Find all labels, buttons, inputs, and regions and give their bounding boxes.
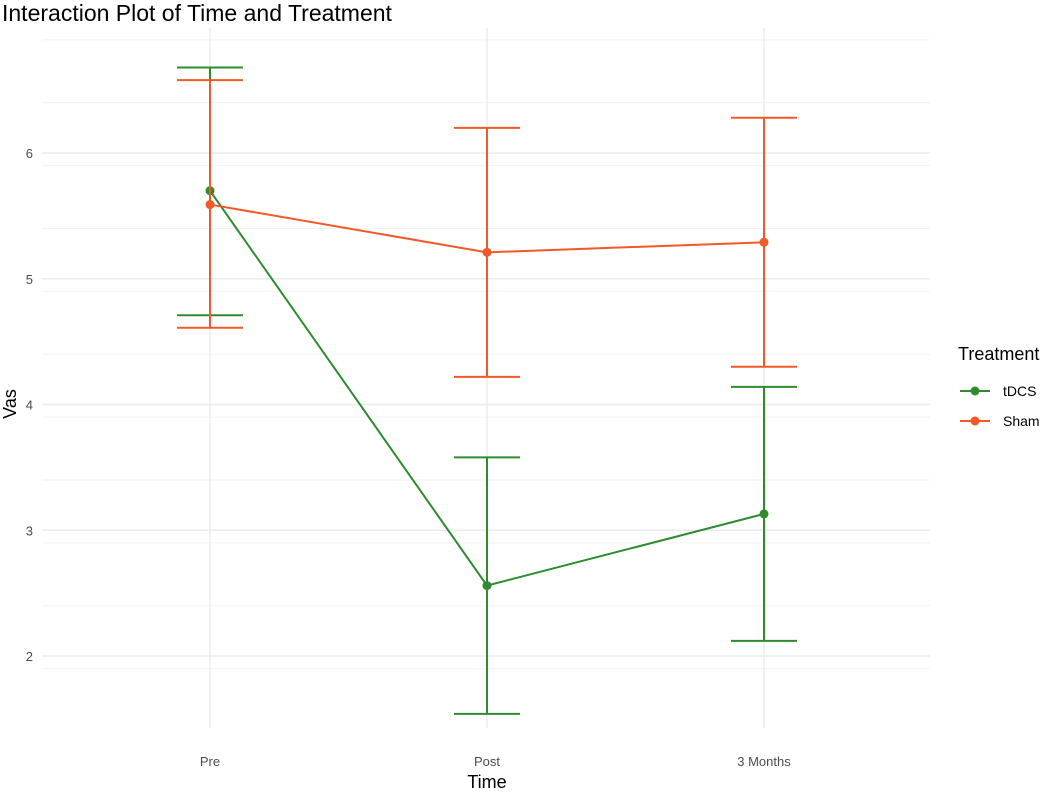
series-sham	[177, 79, 797, 378]
data-point	[482, 581, 492, 591]
y-tick-label: 6	[26, 146, 33, 161]
y-tick-label: 2	[26, 649, 33, 664]
x-tick-label: 3 Months	[737, 754, 791, 769]
legend-label: Sham	[1003, 413, 1040, 429]
x-tick-label: Pre	[200, 754, 220, 769]
data-point	[759, 509, 769, 519]
legend: Treatment tDCS Sham	[958, 344, 1040, 429]
legend-title: Treatment	[958, 344, 1039, 364]
x-tick-label: Post	[474, 754, 500, 769]
data-point	[205, 200, 215, 210]
y-tick-label: 3	[26, 523, 33, 538]
data-point	[759, 237, 769, 247]
y-tick-label: 5	[26, 272, 33, 287]
legend-key-point	[970, 416, 980, 426]
chart-title: Interaction Plot of Time and Treatment	[2, 0, 392, 26]
legend-key-point	[970, 386, 980, 396]
y-tick-label: 4	[26, 398, 33, 413]
x-axis-title: Time	[467, 772, 506, 792]
y-axis-title: Vas	[0, 389, 20, 419]
data-point	[482, 247, 492, 257]
legend-label: tDCS	[1003, 383, 1036, 399]
